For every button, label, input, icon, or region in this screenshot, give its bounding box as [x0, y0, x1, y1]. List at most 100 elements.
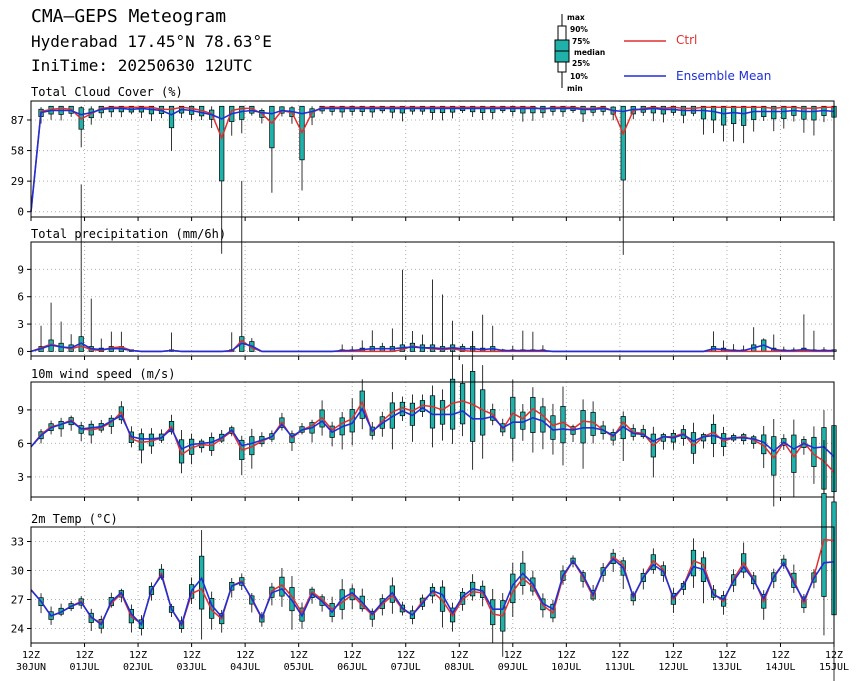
x-tick-hour: 12Z	[718, 650, 736, 661]
boxplot-box	[560, 405, 566, 444]
x-tick-date: 04JUL	[230, 662, 260, 673]
panel-title-cloud: Total Cloud Cover (%)	[31, 85, 183, 99]
y-tick-label: 87	[11, 114, 24, 127]
boxplot-box	[480, 105, 486, 113]
boxplot-box	[650, 105, 656, 114]
x-tick-date: 13JUL	[712, 662, 742, 673]
boxplot-box	[620, 105, 626, 181]
boxplot-box	[700, 105, 707, 120]
x-tick-hour: 12Z	[129, 650, 147, 661]
boxplot-box	[219, 105, 225, 182]
boxplot-box	[178, 439, 185, 464]
x-tick-hour: 12Z	[397, 650, 415, 661]
panel-title-precip: Total precipitation (mm/6h)	[31, 227, 227, 241]
panel-precip: 0 3 6 9	[17, 180, 837, 360]
ensemble-mean-line	[30, 107, 835, 212]
panel-frame	[30, 241, 835, 357]
boxplot-box	[781, 105, 787, 120]
x-tick-hour: 12Z	[76, 650, 94, 661]
legend-box-max: max	[567, 13, 585, 22]
legend-box-p25: 25%	[572, 59, 590, 68]
chart-panels: 0 29 58 87 0 3 6 9 3 6 9 24 27 30 33	[11, 100, 837, 681]
boxplot-box	[580, 410, 586, 444]
boxplot-box	[429, 395, 436, 429]
panel-temp: 24 27 30 33	[11, 440, 837, 681]
x-tick-hour: 12Z	[236, 650, 254, 661]
x-tick-hour: 12Z	[664, 650, 682, 661]
x-tick-hour: 12Z	[504, 650, 522, 661]
boxplot-box	[490, 105, 496, 113]
y-tick-label: 0	[17, 206, 24, 219]
legend-mean-label: Ensemble Mean	[676, 69, 772, 83]
boxplot-box	[801, 105, 807, 120]
panel-frame	[30, 381, 835, 498]
boxplot-box	[439, 400, 446, 425]
boxplot-box	[530, 396, 536, 433]
y-tick-label: 6	[17, 291, 24, 304]
x-tick-hour: 12Z	[290, 650, 308, 661]
y-tick-label: 24	[11, 623, 25, 636]
x-tick-date: 15JUL	[819, 662, 849, 673]
boxplot-box	[520, 105, 526, 114]
legend-box-p90: 90%	[570, 25, 588, 34]
boxplot-box	[239, 105, 245, 120]
boxplot-box	[480, 389, 486, 436]
y-tick-label: 3	[17, 318, 24, 331]
initime-label: IniTime: 20250630 12UTC	[31, 56, 253, 75]
legend-graphics	[554, 14, 666, 88]
x-axis: 12Z30JUN12Z01JUL12Z02JUL12Z03JUL12Z04JUL…	[16, 650, 849, 673]
boxplot-box	[741, 105, 747, 126]
boxplot-box	[530, 105, 536, 114]
boxplot-box	[429, 105, 436, 113]
y-tick-label: 27	[11, 594, 24, 607]
y-tick-label: 9	[17, 263, 24, 276]
x-tick-date: 05JUL	[284, 662, 314, 673]
x-tick-hour: 12Z	[771, 650, 789, 661]
y-tick-label: 58	[11, 145, 24, 158]
boxplot-box	[751, 105, 757, 120]
legend-box-p75: 75%	[572, 37, 590, 46]
x-tick-date: 12JUL	[658, 662, 688, 673]
ctrl-line	[30, 106, 834, 212]
x-tick-hour: 12Z	[22, 650, 40, 661]
x-tick-date: 08JUL	[444, 662, 474, 673]
ensemble-mean-line	[30, 557, 835, 627]
legend-box-median: median	[574, 48, 606, 57]
x-tick-hour: 12Z	[183, 650, 201, 661]
x-tick-hour: 12Z	[343, 650, 361, 661]
ensemble-mean-line	[30, 406, 835, 458]
legend-ctrl-label: Ctrl	[676, 33, 698, 47]
ensemble-mean-line	[30, 342, 834, 353]
y-tick-label: 29	[11, 175, 24, 188]
boxplot-box	[168, 105, 175, 129]
x-tick-hour: 12Z	[611, 650, 629, 661]
boxplot-box	[771, 105, 777, 120]
panel-title-temp: 2m Temp (°C)	[31, 512, 118, 526]
x-tick-date: 10JUL	[551, 662, 581, 673]
x-tick-date: 01JUL	[69, 662, 99, 673]
boxplot-box	[821, 493, 827, 597]
legend-box-p10: 10%	[570, 72, 588, 81]
x-tick-date: 02JUL	[123, 662, 153, 673]
boxplot-box	[399, 105, 405, 114]
y-tick-label: 0	[17, 345, 24, 358]
x-tick-hour: 12Z	[557, 650, 575, 661]
x-tick-date: 03JUL	[177, 662, 207, 673]
boxplot-box	[389, 105, 395, 113]
x-tick-date: 06JUL	[337, 662, 367, 673]
boxplot-box	[720, 105, 727, 126]
boxplot-box	[269, 105, 275, 149]
boxplot-box	[710, 105, 717, 121]
boxplot-box	[449, 105, 456, 113]
boxplot-box	[510, 396, 516, 439]
boxplot-box	[690, 549, 697, 577]
meteogram-title: CMA—GEPS Meteogram	[31, 6, 227, 27]
boxplot-box	[731, 105, 737, 125]
location-label: Hyderabad 17.45°N 78.63°E	[31, 32, 272, 51]
boxplot-box	[460, 383, 466, 425]
x-tick-date: 14JUL	[765, 662, 795, 673]
panel-frame	[30, 100, 835, 218]
boxplot-box	[439, 105, 446, 114]
y-tick-label: 33	[11, 536, 24, 549]
